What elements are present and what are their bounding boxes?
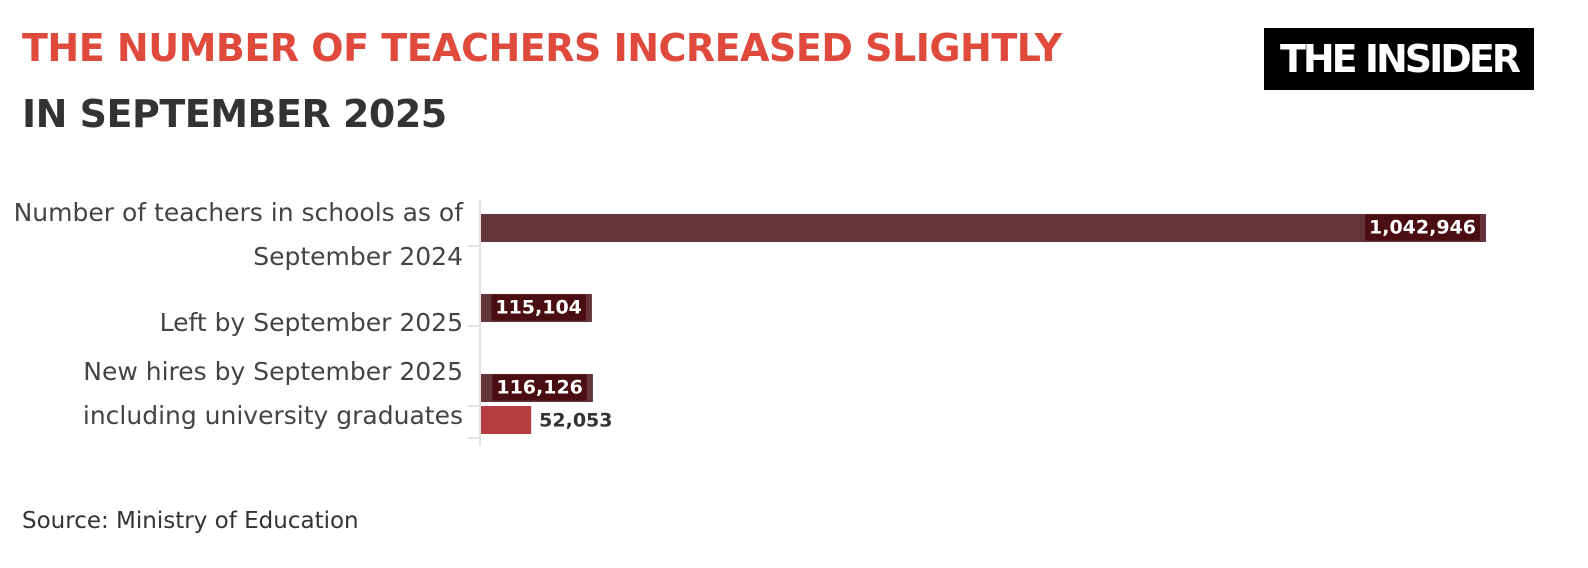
value-label-bg [492,374,587,401]
value-label: 115,104 [495,297,582,319]
category-label: Number of teachers in schools as of Sept… [13,198,463,271]
value-label: 116,126 [496,377,583,399]
chart-subtitle: IN SEPTEMBER 2025 [22,92,447,136]
value-label: 1,042,946 [1369,217,1476,239]
category-label: New hires by September 2025 [83,357,463,386]
source-note: Source: Ministry of Education [22,508,359,534]
logo: THE INSIDER [1264,28,1534,90]
chart-title: THE NUMBER OF TEACHERS INCREASED SLIGHTL… [22,26,1062,70]
value-label: 52,053 [539,410,612,432]
value-label-bg [1365,214,1480,241]
bar [481,406,532,434]
bar [481,214,1486,242]
value-label-bg [491,294,586,321]
category-label: including university graduates [82,401,463,430]
category-label: Left by September 2025 [159,308,463,337]
